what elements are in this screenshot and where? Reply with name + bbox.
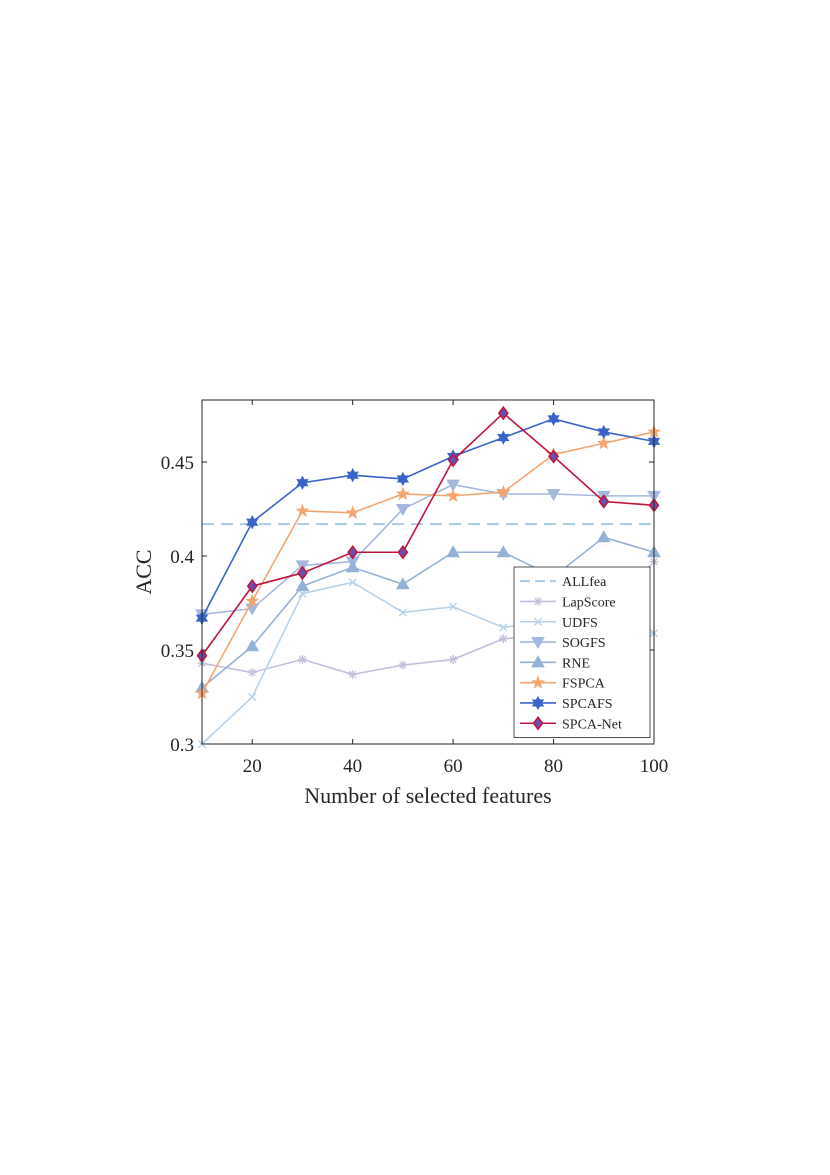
legend-label-rne: RNE: [562, 656, 590, 671]
data-point-udfs: [449, 602, 458, 611]
legend-marker-udfs: [533, 617, 543, 626]
data-point-fspca: [245, 593, 260, 608]
x-tick-label: 40: [343, 756, 362, 777]
y-tick-label: 0.45: [161, 453, 194, 474]
legend-label-sogfs: SOGFS: [562, 636, 606, 651]
y-tick-label: 0.3: [170, 735, 194, 756]
legend-label-lapscore: LapScore: [562, 595, 616, 610]
x-axis-title: Number of selected features: [304, 783, 551, 808]
data-point-lapscore: [348, 669, 358, 679]
data-point-spca-net: [347, 545, 359, 560]
data-point-rne: [295, 579, 310, 592]
series-line-fspca: [201, 431, 655, 694]
y-tick-label: 0.4: [170, 547, 194, 568]
legend-box: [513, 566, 651, 738]
legend-marker-lapscore: [533, 596, 543, 606]
data-point-spcafs: [246, 515, 259, 530]
series-line-rne: [201, 536, 655, 689]
data-point-lapscore: [498, 634, 508, 644]
x-tick-label: 100: [640, 756, 669, 777]
data-point-sogfs: [546, 488, 561, 501]
data-point-spcafs: [296, 475, 309, 490]
series-line-spca-net: [201, 412, 655, 657]
data-point-fspca: [496, 484, 511, 499]
legend-marker-spcafs: [531, 695, 545, 711]
series-fspca: [194, 424, 662, 700]
data-point-spca-net: [497, 405, 509, 421]
data-point-fspca: [345, 505, 360, 519]
legend-label-allfea: ALLfea: [562, 575, 607, 590]
x-tick-label: 60: [444, 756, 463, 777]
data-point-spca-net: [397, 545, 409, 560]
legend-marker-sogfs: [531, 637, 545, 650]
data-point-spca-net: [246, 578, 258, 594]
x-tick-label: 20: [243, 756, 262, 777]
data-point-lapscore: [247, 668, 257, 678]
data-point-rne: [245, 639, 260, 652]
data-point-spca-net: [548, 449, 559, 464]
data-point-spca-net: [447, 452, 459, 468]
data-point-udfs: [248, 692, 257, 702]
legend-label-fspca: FSPCA: [562, 677, 606, 692]
data-point-spcafs: [497, 430, 510, 445]
data-point-lapscore: [398, 660, 408, 670]
data-point-sogfs: [396, 504, 410, 517]
plot-frame: [201, 399, 655, 745]
data-point-lapscore: [448, 654, 458, 664]
data-point-fspca: [295, 503, 310, 517]
data-point-rne: [496, 545, 511, 558]
data-point-rne: [396, 577, 410, 590]
x-tick-label: 80: [544, 756, 563, 777]
series-spca-net: [196, 405, 660, 663]
legend-marker-spca-net: [532, 716, 544, 731]
data-point-spcafs: [346, 468, 359, 483]
data-point-rne: [596, 530, 611, 543]
data-point-spcafs: [547, 411, 560, 426]
data-point-udfs: [499, 623, 508, 632]
data-point-udfs: [398, 608, 407, 617]
y-axis-title: ACC: [131, 549, 156, 594]
data-point-sogfs: [446, 479, 460, 492]
data-point-udfs: [348, 578, 357, 587]
legend-label-spca-net: SPCA-Net: [562, 717, 622, 732]
series-line-spcafs: [201, 417, 655, 619]
legend-marker-rne: [531, 655, 545, 668]
legend-label-udfs: UDFS: [562, 616, 598, 631]
data-point-rne: [446, 545, 460, 558]
data-point-spcafs: [597, 424, 610, 440]
data-point-fspca: [446, 488, 461, 502]
legend-marker-fspca: [530, 675, 546, 689]
series-line-sogfs: [201, 483, 654, 616]
data-point-spca-net: [297, 565, 308, 581]
y-tick-label: 0.35: [161, 641, 194, 662]
data-point-udfs: [298, 589, 307, 598]
data-point-fspca: [596, 435, 611, 450]
data-point-lapscore: [297, 654, 307, 664]
data-point-rne: [345, 560, 360, 573]
data-point-fspca: [395, 486, 410, 500]
data-point-spca-net: [598, 494, 610, 509]
legend: ALLfea LapScore UDFS SOGFS RNE FSPCA SPCAFS SPC…: [513, 566, 651, 738]
data-point-spcafs: [396, 471, 410, 487]
legend-label-spcafs: SPCAFS: [562, 697, 613, 712]
